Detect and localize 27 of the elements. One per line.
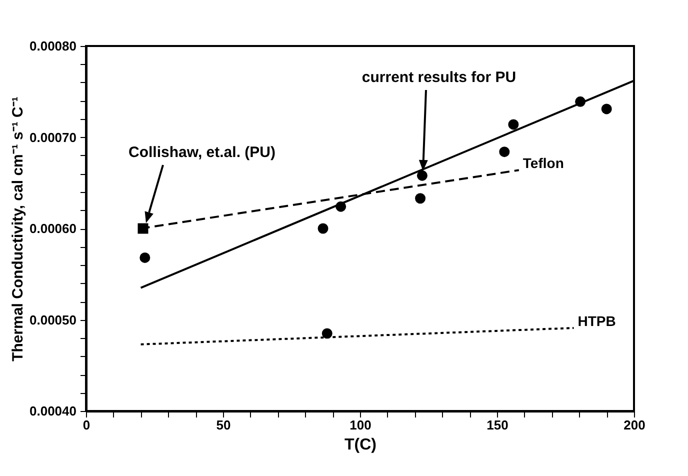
x-tick-label: 50	[216, 418, 231, 432]
point	[601, 104, 612, 114]
point	[415, 193, 426, 204]
point	[318, 223, 328, 234]
y-tick-label: 0.00040	[30, 404, 76, 418]
y-tick-label: 0.00070	[30, 130, 76, 145]
point	[508, 119, 519, 130]
point	[140, 252, 150, 263]
point	[336, 201, 346, 212]
x-axis-title: T(C)	[344, 436, 376, 454]
y-axis-title: Thermal Conductivity, cal cm⁻¹ s⁻¹ C⁻¹	[10, 96, 27, 362]
x-tick-label: 150	[486, 418, 508, 432]
series-label: HTPB	[578, 312, 616, 329]
series-label: Teflon	[522, 155, 564, 172]
point	[416, 170, 428, 181]
y-tick-label: 0.00080	[30, 38, 76, 54]
x-tick-label: 200	[624, 418, 646, 432]
x-tick-label: 100	[350, 418, 372, 432]
annotation: Collishaw, et.al. (PU)	[128, 144, 276, 161]
y-tick-label: 0.00060	[30, 221, 76, 236]
point	[138, 223, 148, 234]
point	[499, 146, 510, 158]
annotation: current results for PU	[362, 69, 516, 86]
y-tick-label: 0.00050	[30, 312, 76, 328]
point	[575, 96, 586, 107]
x-tick-label: 0	[82, 418, 90, 432]
point	[322, 328, 332, 339]
